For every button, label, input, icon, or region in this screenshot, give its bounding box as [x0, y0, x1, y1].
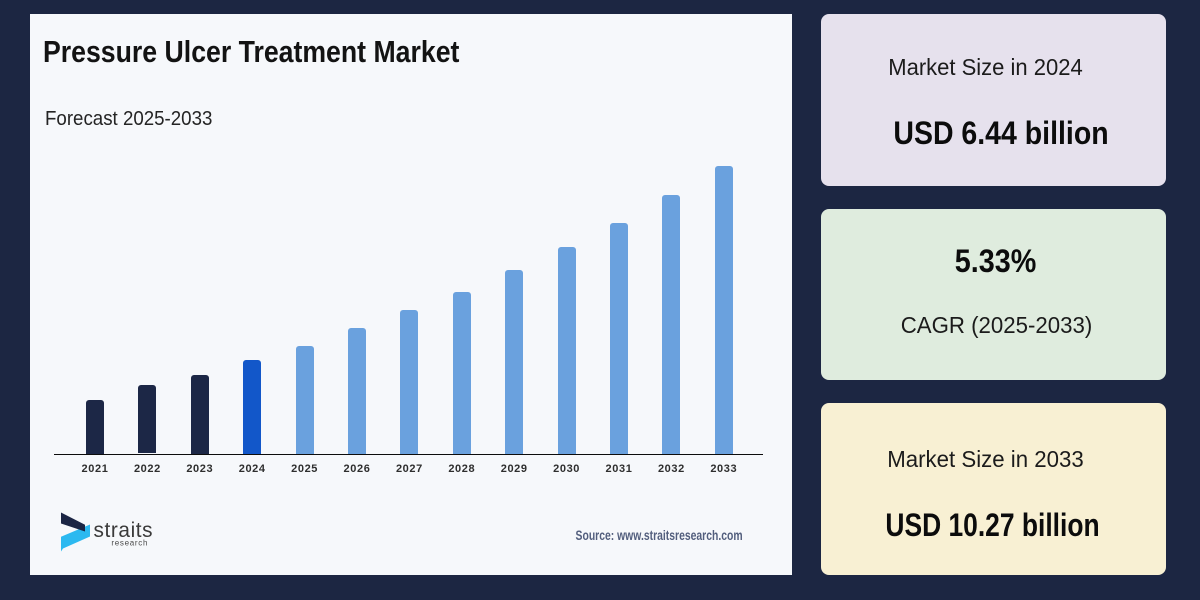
svg-text:straits: straits: [94, 519, 154, 542]
svg-text:research: research: [111, 538, 148, 547]
